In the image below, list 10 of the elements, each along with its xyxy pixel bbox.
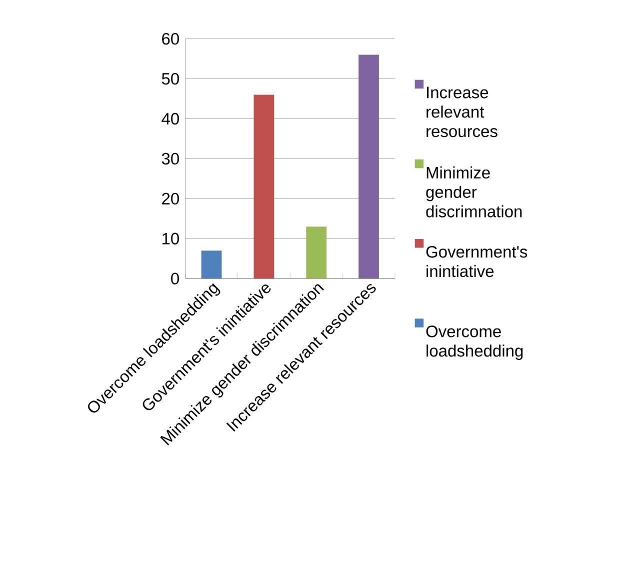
legend-label: Government's inintiative — [426, 246, 528, 278]
y-tick-label: 30 — [162, 153, 179, 165]
y-tick-label: 50 — [162, 73, 179, 85]
y-tick-label: 0 — [171, 272, 179, 285]
y-tick-label: 10 — [162, 233, 179, 245]
y-tick-label: 20 — [162, 193, 179, 205]
legend-label: Increase relevant resources — [426, 87, 498, 138]
y-tick-label: 60 — [162, 33, 179, 45]
legend-label: Minimize gender discrimnation — [426, 166, 522, 218]
y-tick-label: 40 — [162, 113, 179, 125]
